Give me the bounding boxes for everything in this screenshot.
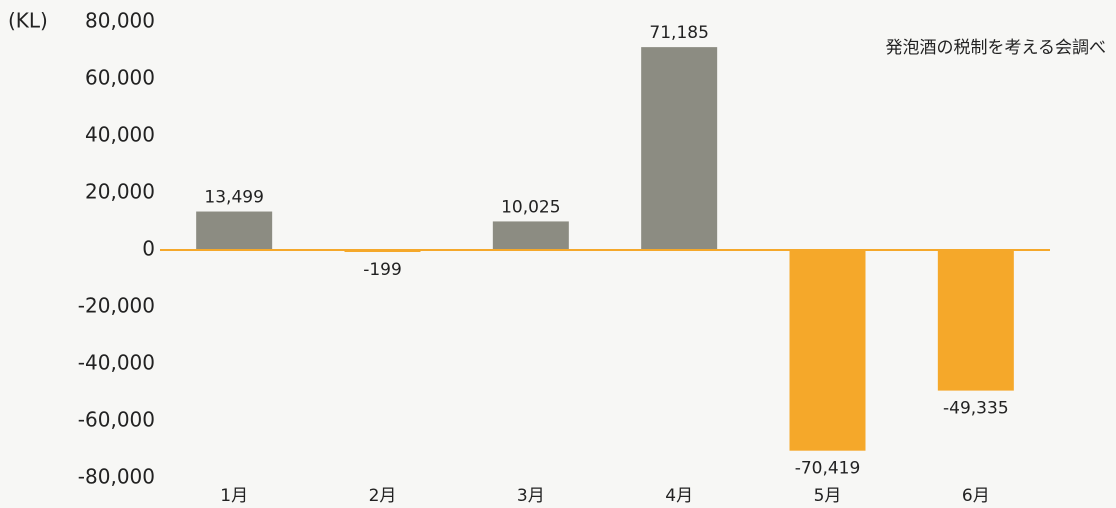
y-tick-label: 20,000 bbox=[85, 180, 155, 204]
x-tick-label: 1月 bbox=[220, 486, 248, 506]
y-unit: (KL) bbox=[8, 9, 48, 33]
x-tick-label: 5月 bbox=[814, 486, 842, 506]
y-tick-label: -40,000 bbox=[78, 351, 155, 375]
y-tick-label: 60,000 bbox=[85, 66, 155, 90]
bar bbox=[492, 221, 569, 250]
x-tick-label: 2月 bbox=[369, 486, 397, 506]
bar bbox=[196, 211, 273, 250]
value-label: 71,185 bbox=[649, 23, 708, 43]
y-tick-label: 80,000 bbox=[85, 9, 155, 33]
x-tick-label: 6月 bbox=[962, 486, 990, 506]
y-tick-label: -80,000 bbox=[78, 465, 155, 489]
y-tick-label: -20,000 bbox=[78, 294, 155, 318]
x-tick-label: 4月 bbox=[665, 486, 693, 506]
value-label: 10,025 bbox=[501, 197, 560, 217]
source-note: 発泡酒の税制を考える会調べ bbox=[886, 38, 1107, 58]
value-label: -199 bbox=[363, 260, 402, 280]
y-tick-label: 40,000 bbox=[85, 123, 155, 147]
y-tick-label: -60,000 bbox=[78, 408, 155, 432]
value-label: 13,499 bbox=[204, 188, 263, 208]
bar bbox=[641, 47, 718, 251]
bar bbox=[789, 250, 866, 451]
bar bbox=[937, 250, 1014, 391]
value-label: -49,335 bbox=[943, 399, 1009, 419]
y-tick-label: 0 bbox=[142, 237, 155, 261]
value-label: -70,419 bbox=[795, 459, 861, 479]
x-tick-label: 3月 bbox=[517, 486, 545, 506]
